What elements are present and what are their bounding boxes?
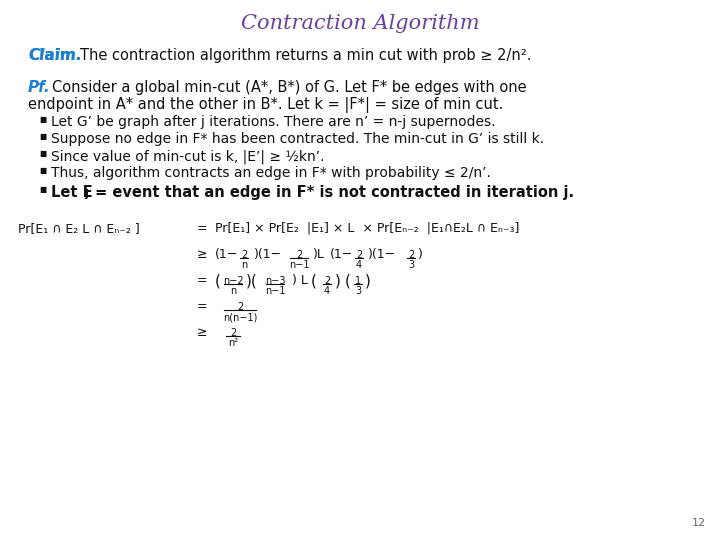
Text: n: n (230, 286, 236, 296)
Text: 2: 2 (230, 328, 236, 338)
Text: Let E: Let E (51, 185, 93, 200)
Text: 2: 2 (241, 250, 247, 260)
Text: Claim.: Claim. (28, 48, 81, 63)
Text: n−1: n−1 (289, 260, 310, 270)
Text: Pr[E₁] × Pr[E₂  |E₁] × L  × Pr[Eₙ₋₂  |E₁∩E₂L ∩ Eₙ₋₃]: Pr[E₁] × Pr[E₂ |E₁] × L × Pr[Eₙ₋₂ |E₁∩E₂… (215, 222, 519, 235)
Text: endpoint in A* and the other in B*. Let k = |F*| = size of min cut.: endpoint in A* and the other in B*. Let … (28, 97, 503, 113)
Text: ) L: ) L (292, 274, 308, 287)
Text: )(1−: )(1− (254, 248, 282, 261)
Text: 2: 2 (324, 276, 330, 286)
Text: ≥: ≥ (197, 326, 207, 339)
Text: = event that an edge in F* is not contracted in iteration j.: = event that an edge in F* is not contra… (90, 185, 574, 200)
Text: Since value of min-cut is k, |E’| ≥ ½kn’.: Since value of min-cut is k, |E’| ≥ ½kn’… (51, 149, 325, 164)
Text: ■: ■ (40, 166, 47, 175)
Text: 4: 4 (356, 260, 362, 270)
Text: n−3: n−3 (265, 276, 285, 286)
Text: Suppose no edge in F* has been contracted. The min-cut in G’ is still k.: Suppose no edge in F* has been contracte… (51, 132, 544, 146)
Text: Contraction Algorithm: Contraction Algorithm (240, 14, 480, 33)
Text: ≥: ≥ (197, 248, 207, 261)
Text: n: n (241, 260, 247, 270)
Text: Claim.: Claim. (28, 48, 81, 63)
Text: )L: )L (313, 248, 325, 261)
Text: 1: 1 (355, 276, 361, 286)
Text: (1−: (1− (330, 248, 354, 261)
Text: Pf.: Pf. (28, 80, 50, 95)
Text: =: = (197, 222, 207, 235)
Text: n−2: n−2 (222, 276, 243, 286)
Text: ■: ■ (40, 185, 47, 194)
Text: Consider a global min-cut (A*, B*) of G. Let F* be edges with one: Consider a global min-cut (A*, B*) of G.… (52, 80, 526, 95)
Text: j: j (84, 189, 88, 199)
Text: Pr[E₁ ∩ E₂ L ∩ Eₙ₋₂ ]: Pr[E₁ ∩ E₂ L ∩ Eₙ₋₂ ] (18, 222, 140, 235)
Text: 2: 2 (408, 250, 414, 260)
Text: =: = (197, 300, 207, 313)
Text: ): ) (335, 274, 341, 289)
Text: ■: ■ (40, 132, 47, 141)
Text: 2: 2 (296, 250, 302, 260)
Text: Thus, algorithm contracts an edge in F* with probability ≤ 2/n’.: Thus, algorithm contracts an edge in F* … (51, 166, 491, 180)
Text: 3: 3 (408, 260, 414, 270)
Text: n²: n² (228, 338, 238, 348)
Text: (: ( (311, 274, 317, 289)
Text: n−1: n−1 (265, 286, 285, 296)
Text: ■: ■ (40, 115, 47, 124)
Text: ■: ■ (40, 149, 47, 158)
Text: ): ) (365, 274, 371, 289)
Text: 4: 4 (324, 286, 330, 296)
Text: (: ( (215, 274, 221, 289)
Text: 2: 2 (237, 302, 243, 312)
Text: 2: 2 (356, 250, 362, 260)
Text: n(n−1): n(n−1) (222, 312, 257, 322)
Text: Let G’ be graph after j iterations. There are n’ = n-j supernodes.: Let G’ be graph after j iterations. Ther… (51, 115, 495, 129)
Text: 12: 12 (692, 518, 706, 528)
Text: =: = (197, 274, 207, 287)
Text: )(1−: )(1− (368, 248, 396, 261)
Text: The contraction algorithm returns a min cut with prob ≥ 2/n².: The contraction algorithm returns a min … (80, 48, 531, 63)
Text: (: ( (345, 274, 351, 289)
Text: )(: )( (246, 274, 258, 289)
Text: ): ) (418, 248, 423, 261)
Text: (1−: (1− (215, 248, 238, 261)
Text: 3: 3 (355, 286, 361, 296)
